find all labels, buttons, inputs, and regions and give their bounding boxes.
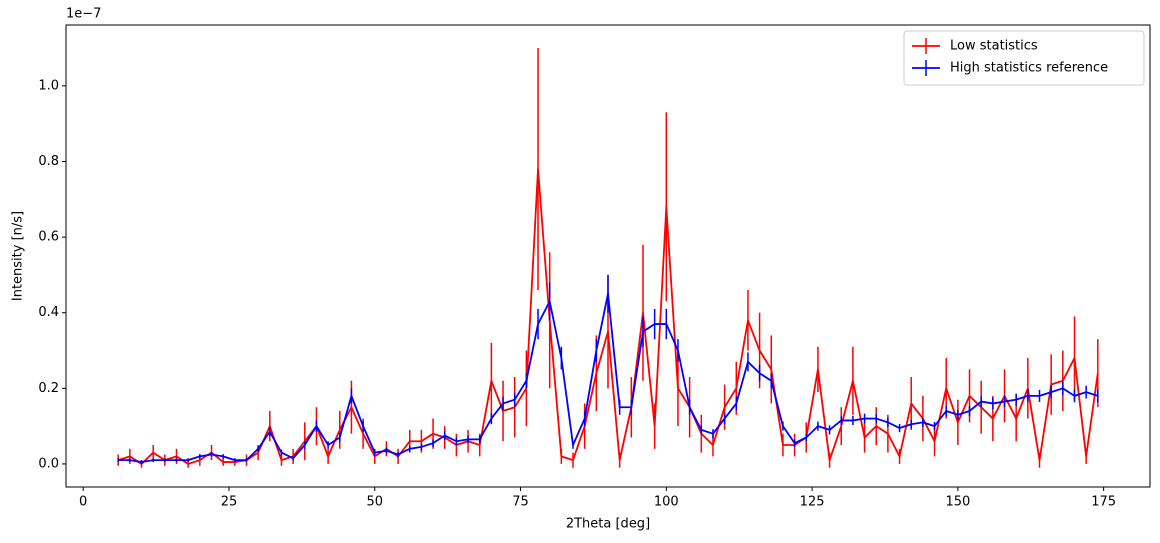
plot-frame — [65, 24, 1151, 488]
series-line — [117, 168, 1099, 465]
x-tick-label: 50 — [366, 495, 383, 510]
y-tick-label: 0.2 — [38, 381, 59, 396]
y-tick-label: 1.0 — [38, 78, 59, 93]
x-tick-label: 125 — [800, 495, 825, 510]
y-tick-label: 0.8 — [38, 154, 59, 169]
legend-label: Low statistics — [950, 39, 1038, 54]
x-tick-label: 100 — [654, 495, 679, 510]
x-tick-label: 75 — [512, 495, 529, 510]
y-tick-label: 0.4 — [38, 305, 59, 320]
x-tick-label: 25 — [221, 495, 238, 510]
y-tick-label: 0.0 — [38, 456, 59, 471]
legend-box — [903, 30, 1145, 86]
series-line — [118, 292, 1099, 463]
x-tick-label: 0 — [79, 495, 87, 510]
x-tick-label: 175 — [1091, 495, 1116, 510]
y-tick-label: 0.6 — [38, 230, 59, 245]
x-axis-label: 2Theta [deg] — [566, 517, 650, 532]
x-tick-label: 150 — [945, 495, 970, 510]
y-axis-label: Intensity [n/s] — [11, 211, 26, 301]
series — [117, 48, 1099, 468]
y-offset-text: 1e−7 — [66, 7, 101, 22]
legend-label: High statistics reference — [950, 61, 1108, 76]
series — [117, 274, 1099, 464]
